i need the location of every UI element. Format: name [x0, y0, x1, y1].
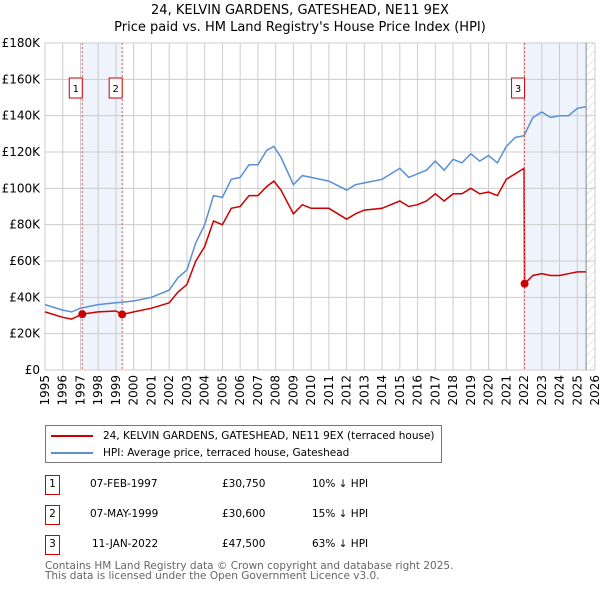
x-tick-label: 2017: [428, 375, 442, 406]
y-tick-label: £60K: [9, 254, 41, 268]
x-tick-label: 2009: [286, 375, 300, 406]
forecast-hatch: [586, 43, 595, 370]
x-tick-label: 1998: [91, 375, 105, 406]
x-tick-label: 2011: [322, 375, 336, 406]
x-tick-label: 2008: [269, 375, 283, 406]
x-tick-label: 2007: [251, 375, 265, 406]
x-tick-label: 2024: [553, 375, 567, 406]
sale-point: [78, 310, 87, 319]
x-tick-label: 2004: [198, 375, 212, 406]
transaction-price: £30,600: [222, 508, 266, 520]
x-tick-label: 2002: [162, 375, 176, 406]
x-tick-label: 2015: [393, 375, 407, 406]
x-tick-label: 2000: [127, 375, 141, 406]
x-tick-label: 2013: [357, 375, 371, 406]
x-tick-label: 1999: [109, 375, 123, 406]
transaction-row: 2 07-MAY-1999 £30,600 15% ↓ HPI: [45, 505, 485, 525]
transaction-date: 07-FEB-1997: [90, 478, 158, 490]
x-tick-label: 2022: [517, 375, 531, 406]
transaction-hpi-diff: 63% ↓ HPI: [312, 538, 369, 550]
x-tick-label: 2005: [215, 375, 229, 406]
y-tick-label: £80K: [9, 218, 41, 232]
transaction-number: 2: [45, 505, 60, 525]
legend-label-hpi: HPI: Average price, terraced house, Gate…: [103, 447, 350, 459]
chart-subtitle: Price paid vs. HM Land Registry's House …: [114, 20, 486, 35]
x-tick-label: 1996: [56, 375, 70, 406]
chart-legend: 24, KELVIN GARDENS, GATESHEAD, NE11 9EX …: [45, 425, 442, 463]
y-tick-label: £160K: [2, 72, 42, 86]
x-tick-label: 2025: [570, 375, 584, 406]
x-tick-label: 2016: [411, 375, 425, 406]
y-tick-label: £40K: [9, 290, 41, 304]
x-tick-label: 2023: [535, 375, 549, 406]
x-tick-label: 2010: [304, 375, 318, 406]
transaction-number: 1: [45, 475, 60, 495]
transaction-date: 07-MAY-1999: [90, 508, 159, 520]
sale-marker-label: 1: [73, 84, 79, 95]
legend-swatch-property: [51, 435, 93, 437]
footer-attribution: Contains HM Land Registry data © Crown c…: [45, 560, 454, 582]
legend-swatch-hpi: [51, 452, 93, 454]
property-price-line: [44, 166, 587, 320]
transaction-price: £30,750: [222, 478, 266, 490]
sale-point: [118, 310, 127, 319]
x-tick-label: 2018: [446, 375, 460, 406]
x-tick-label: 2001: [144, 375, 158, 406]
shaded-period: [524, 43, 587, 370]
sale-marker-box: [68, 77, 83, 99]
x-tick-label: 1997: [73, 375, 87, 406]
x-tick-label: 2020: [482, 375, 496, 406]
sale-marker-box: [511, 77, 526, 99]
y-tick-label: £0: [25, 363, 40, 377]
transaction-date: 11-JAN-2022: [92, 538, 159, 550]
footer-line-2: This data is licensed under the Open Gov…: [45, 570, 380, 582]
x-tick-label: 1995: [38, 375, 52, 406]
transaction-hpi-diff: 10% ↓ HPI: [312, 478, 369, 490]
transaction-price: £47,500: [222, 538, 266, 550]
x-tick-label: 2012: [340, 375, 354, 406]
x-tick-label: 2014: [375, 375, 389, 406]
sale-marker-label: 2: [112, 84, 118, 95]
transaction-number: 3: [45, 535, 60, 555]
sale-point: [520, 279, 529, 288]
x-tick-label: 2019: [464, 375, 478, 406]
x-tick-label: 2021: [499, 375, 513, 406]
y-tick-label: £140K: [2, 109, 42, 123]
transaction-row: 1 07-FEB-1997 £30,750 10% ↓ HPI: [45, 475, 485, 495]
price-chart: £0 £20K £40K £60K £80K £100K £120K £140K £160K £1…: [2, 36, 600, 406]
sale-marker-box: [108, 77, 123, 99]
y-tick-label: £120K: [2, 145, 42, 159]
y-tick-label: £100K: [2, 181, 42, 195]
footer-line-1: Contains HM Land Registry data © Crown c…: [45, 560, 454, 572]
sale-marker-label: 3: [515, 84, 521, 95]
y-tick-label: £180K: [2, 36, 42, 50]
transaction-row: 3 11-JAN-2022 £47,500 63% ↓ HPI: [45, 535, 485, 555]
y-tick-label: £20K: [9, 327, 41, 341]
x-tick-label: 2006: [233, 375, 247, 406]
legend-label-property: 24, KELVIN GARDENS, GATESHEAD, NE11 9EX …: [103, 430, 435, 442]
chart-title: 24, KELVIN GARDENS, GATESHEAD, NE11 9EX: [151, 3, 449, 18]
hpi-line: [44, 105, 587, 313]
x-tick-label: 2026: [588, 375, 600, 406]
x-tick-label: 2003: [180, 375, 194, 406]
transaction-hpi-diff: 15% ↓ HPI: [312, 508, 369, 520]
